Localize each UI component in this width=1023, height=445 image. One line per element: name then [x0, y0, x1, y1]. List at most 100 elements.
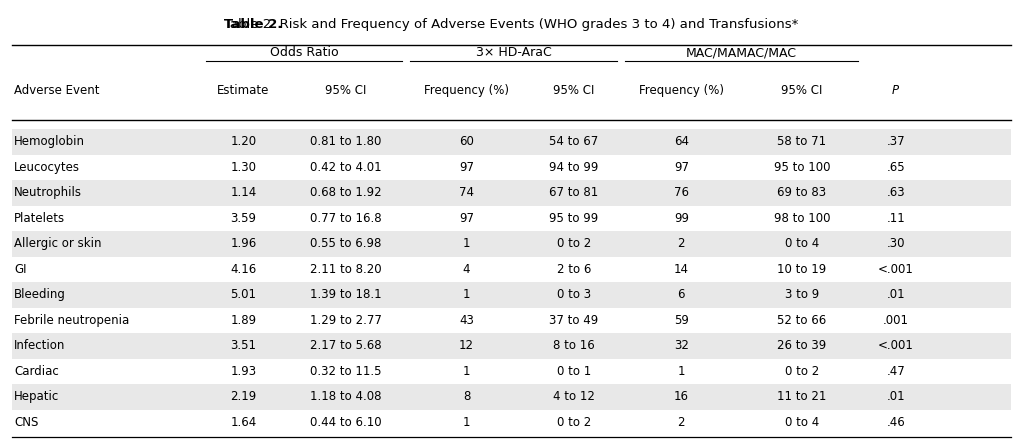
- Text: 94 to 99: 94 to 99: [549, 161, 598, 174]
- Text: 1.89: 1.89: [230, 314, 257, 327]
- Text: 69 to 83: 69 to 83: [777, 186, 827, 199]
- Text: 4.16: 4.16: [230, 263, 257, 276]
- Text: <.001: <.001: [878, 340, 914, 352]
- Text: 76: 76: [674, 186, 688, 199]
- Text: 1.18 to 4.08: 1.18 to 4.08: [310, 390, 382, 404]
- Text: .01: .01: [886, 390, 905, 404]
- Text: 67 to 81: 67 to 81: [549, 186, 598, 199]
- Text: MAC/MAMAC/MAC: MAC/MAMAC/MAC: [686, 46, 797, 60]
- Text: 6: 6: [677, 288, 685, 301]
- Text: 97: 97: [459, 161, 474, 174]
- Text: Bleeding: Bleeding: [14, 288, 66, 301]
- Text: 3 to 9: 3 to 9: [785, 288, 819, 301]
- Text: 2.11 to 8.20: 2.11 to 8.20: [310, 263, 382, 276]
- Text: Cardiac: Cardiac: [14, 365, 59, 378]
- Text: 1.29 to 2.77: 1.29 to 2.77: [310, 314, 382, 327]
- Text: .65: .65: [886, 161, 905, 174]
- Text: Allergic or skin: Allergic or skin: [14, 237, 102, 251]
- Text: 0 to 2: 0 to 2: [785, 365, 819, 378]
- Text: 99: 99: [674, 212, 688, 225]
- Text: Frequency (%): Frequency (%): [638, 84, 724, 97]
- Text: Estimate: Estimate: [217, 84, 270, 97]
- Text: .47: .47: [886, 365, 905, 378]
- Text: Febrile neutropenia: Febrile neutropenia: [14, 314, 130, 327]
- Text: 8: 8: [462, 390, 471, 404]
- Text: .01: .01: [886, 288, 905, 301]
- Text: 37 to 49: 37 to 49: [549, 314, 598, 327]
- Text: 1: 1: [677, 365, 685, 378]
- Text: 1.20: 1.20: [230, 135, 257, 148]
- Text: 3.59: 3.59: [230, 212, 257, 225]
- Text: Infection: Infection: [14, 340, 65, 352]
- Text: 0 to 3: 0 to 3: [557, 288, 591, 301]
- Text: 32: 32: [674, 340, 688, 352]
- Text: 97: 97: [674, 161, 688, 174]
- Text: Adverse Event: Adverse Event: [14, 84, 100, 97]
- Text: 2: 2: [677, 416, 685, 429]
- Text: Hemoglobin: Hemoglobin: [14, 135, 85, 148]
- Text: 1: 1: [462, 288, 471, 301]
- Text: 3× HD-AraC: 3× HD-AraC: [476, 46, 551, 60]
- Text: 0 to 2: 0 to 2: [557, 416, 591, 429]
- Text: 0.42 to 4.01: 0.42 to 4.01: [310, 161, 382, 174]
- Text: .46: .46: [886, 416, 905, 429]
- Text: 60: 60: [459, 135, 474, 148]
- Text: 2 to 6: 2 to 6: [557, 263, 591, 276]
- Text: 0 to 4: 0 to 4: [785, 416, 819, 429]
- Text: 52 to 66: 52 to 66: [777, 314, 827, 327]
- Text: 97: 97: [459, 212, 474, 225]
- Text: 0.68 to 1.92: 0.68 to 1.92: [310, 186, 382, 199]
- Bar: [12, 282, 1011, 307]
- Text: 12: 12: [459, 340, 474, 352]
- Text: 0 to 4: 0 to 4: [785, 237, 819, 251]
- Text: 0 to 1: 0 to 1: [557, 365, 591, 378]
- Text: 2.17 to 5.68: 2.17 to 5.68: [310, 340, 382, 352]
- Text: 4 to 12: 4 to 12: [553, 390, 594, 404]
- Text: 0.77 to 16.8: 0.77 to 16.8: [310, 212, 382, 225]
- Text: 5.01: 5.01: [230, 288, 257, 301]
- Text: 1: 1: [462, 416, 471, 429]
- Text: 64: 64: [674, 135, 688, 148]
- Text: 95% CI: 95% CI: [782, 84, 822, 97]
- Text: P: P: [892, 84, 899, 97]
- Text: 11 to 21: 11 to 21: [777, 390, 827, 404]
- Bar: [12, 129, 1011, 154]
- Text: .37: .37: [886, 135, 905, 148]
- Text: Odds Ratio: Odds Ratio: [269, 46, 339, 60]
- Text: 95% CI: 95% CI: [553, 84, 594, 97]
- Text: .001: .001: [883, 314, 908, 327]
- Text: Hepatic: Hepatic: [14, 390, 59, 404]
- Text: 0 to 2: 0 to 2: [557, 237, 591, 251]
- Text: 43: 43: [459, 314, 474, 327]
- Text: 59: 59: [674, 314, 688, 327]
- Text: Leucocytes: Leucocytes: [14, 161, 81, 174]
- Text: 26 to 39: 26 to 39: [777, 340, 827, 352]
- Text: Platelets: Platelets: [14, 212, 65, 225]
- Text: 10 to 19: 10 to 19: [777, 263, 827, 276]
- Text: 95 to 99: 95 to 99: [549, 212, 598, 225]
- Text: 3.51: 3.51: [230, 340, 257, 352]
- Text: 0.32 to 11.5: 0.32 to 11.5: [310, 365, 382, 378]
- Text: 14: 14: [674, 263, 688, 276]
- Bar: [12, 180, 1011, 206]
- Text: Neutrophils: Neutrophils: [14, 186, 82, 199]
- Bar: [12, 231, 1011, 257]
- Text: 8 to 16: 8 to 16: [553, 340, 594, 352]
- Text: .11: .11: [886, 212, 905, 225]
- Bar: [12, 333, 1011, 359]
- Text: 0.44 to 6.10: 0.44 to 6.10: [310, 416, 382, 429]
- Text: CNS: CNS: [14, 416, 39, 429]
- Text: 98 to 100: 98 to 100: [773, 212, 831, 225]
- Text: Table 2. Risk and Frequency of Adverse Events (WHO grades 3 to 4) and Transfusio: Table 2. Risk and Frequency of Adverse E…: [224, 18, 799, 31]
- Text: .30: .30: [886, 237, 905, 251]
- Text: 1: 1: [462, 237, 471, 251]
- Text: 1.39 to 18.1: 1.39 to 18.1: [310, 288, 382, 301]
- Text: 95 to 100: 95 to 100: [773, 161, 831, 174]
- Text: 1.96: 1.96: [230, 237, 257, 251]
- Text: 95% CI: 95% CI: [325, 84, 366, 97]
- Text: .63: .63: [886, 186, 905, 199]
- Text: <.001: <.001: [878, 263, 914, 276]
- Bar: [12, 384, 1011, 410]
- Text: 1: 1: [462, 365, 471, 378]
- Text: 1.93: 1.93: [230, 365, 257, 378]
